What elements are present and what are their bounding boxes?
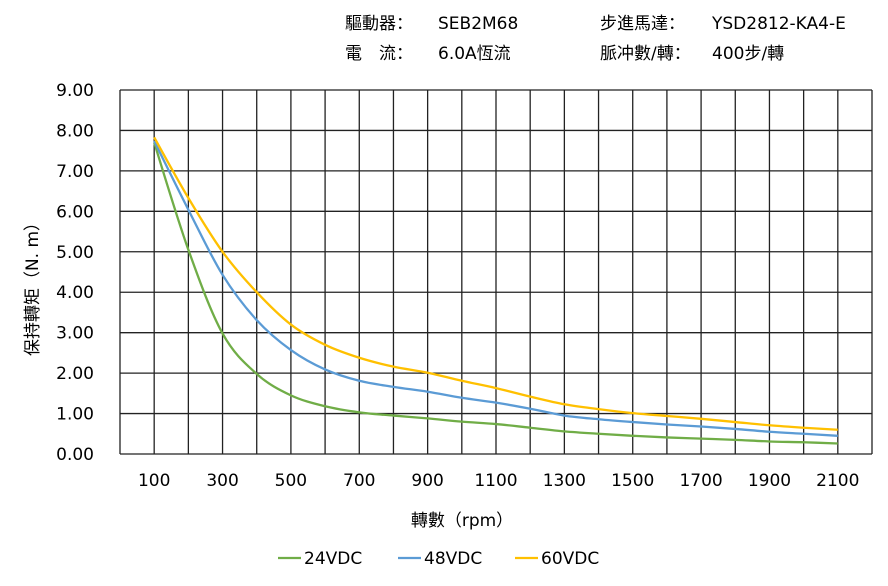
current-label: 電 流： bbox=[345, 44, 413, 64]
y-axis-label: 保持轉矩（N. m） bbox=[23, 214, 43, 356]
x-tick-label: 1900 bbox=[748, 471, 791, 491]
x-tick-label: 1100 bbox=[474, 471, 517, 491]
motor-value: YSD2812-KA4-E bbox=[711, 14, 846, 34]
y-tick-label: 4.00 bbox=[56, 283, 94, 303]
y-tick-label: 3.00 bbox=[56, 324, 94, 344]
y-tick-label: 9.00 bbox=[56, 81, 94, 101]
x-tick-label: 2100 bbox=[816, 471, 859, 491]
grid bbox=[119, 89, 873, 455]
x-tick-label: 100 bbox=[138, 471, 170, 491]
y-tick-label: 1.00 bbox=[56, 405, 94, 425]
y-axis-ticks: 0.00 1.00 2.00 3.00 4.00 5.00 6.00 7.00 8.00 9.00 bbox=[56, 81, 94, 465]
legend: 24VDC 48VDC 60VDC bbox=[278, 549, 599, 569]
series-line-24vdc bbox=[153, 142, 838, 445]
y-tick-label: 7.00 bbox=[56, 162, 94, 182]
x-tick-label: 1700 bbox=[679, 471, 722, 491]
driver-label: 驅動器： bbox=[345, 14, 413, 34]
x-tick-label: 700 bbox=[343, 471, 375, 491]
series-line-48vdc bbox=[153, 140, 838, 437]
x-axis-ticks: 100 300 500 700 900 1100 1300 1500 1700 1900 2100 bbox=[138, 471, 859, 491]
x-axis-label: 轉數（rpm） bbox=[411, 511, 513, 531]
series-lines bbox=[153, 136, 838, 445]
x-tick-label: 1300 bbox=[543, 471, 586, 491]
y-tick-label: 8.00 bbox=[56, 121, 94, 141]
legend-label-48vdc: 48VDC bbox=[424, 549, 482, 569]
x-tick-label: 900 bbox=[411, 471, 443, 491]
legend-label-60vdc: 60VDC bbox=[541, 549, 599, 569]
series-line-60vdc bbox=[153, 136, 838, 431]
pulse-label: 脈冲數/轉： bbox=[600, 44, 691, 64]
x-tick-label: 1500 bbox=[611, 471, 654, 491]
pulse-value: 400步/轉 bbox=[712, 44, 784, 64]
current-value: 6.0A恆流 bbox=[438, 44, 511, 64]
y-tick-label: 2.00 bbox=[56, 364, 94, 384]
legend-label-24vdc: 24VDC bbox=[304, 549, 362, 569]
x-tick-label: 500 bbox=[275, 471, 307, 491]
y-tick-label: 5.00 bbox=[56, 243, 94, 263]
x-tick-label: 300 bbox=[206, 471, 238, 491]
motor-label: 步進馬達： bbox=[600, 14, 685, 34]
driver-value: SEB2M68 bbox=[438, 14, 518, 34]
y-tick-label: 0.00 bbox=[56, 445, 94, 465]
y-tick-label: 6.00 bbox=[56, 202, 94, 222]
